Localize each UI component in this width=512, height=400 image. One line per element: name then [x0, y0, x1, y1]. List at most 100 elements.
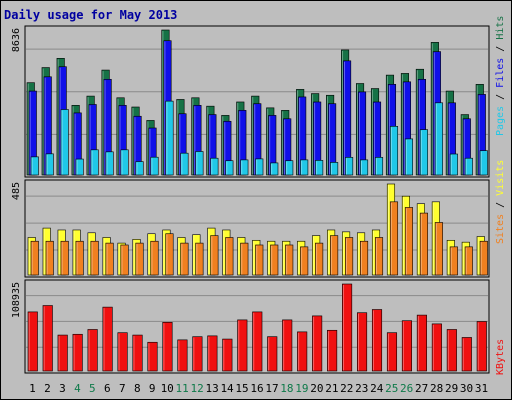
- bar-sites: [180, 242, 189, 276]
- y-max-label-kbytes: 108935: [11, 282, 22, 318]
- legend-entry-sites: Sites: [495, 214, 506, 244]
- bar-sites: [255, 244, 264, 276]
- bar-pages: [285, 160, 294, 176]
- bar-pages: [45, 153, 54, 176]
- x-tick-label: 7: [119, 382, 126, 395]
- bar-sites: [464, 246, 473, 276]
- bar-sites: [30, 240, 39, 276]
- y-max-label-visitors: 485: [11, 182, 22, 200]
- bar-sites: [60, 240, 69, 276]
- bar-pages: [75, 158, 84, 176]
- bar-pages: [345, 157, 354, 176]
- x-tick-label: 2: [44, 382, 51, 395]
- x-tick-label: 4: [74, 382, 81, 395]
- bar-pages: [105, 151, 114, 176]
- x-tick-label: 3: [59, 382, 66, 395]
- bar-kbytes: [267, 336, 278, 372]
- bar-kbytes: [431, 323, 442, 372]
- x-tick-label: 12: [191, 382, 204, 395]
- bar-kbytes: [177, 339, 188, 372]
- x-tick-label: 15: [235, 382, 248, 395]
- bar-kbytes: [237, 319, 248, 372]
- bar-kbytes: [192, 336, 203, 372]
- x-tick-label: 19: [295, 382, 308, 395]
- legend-separator: /: [495, 40, 506, 58]
- bar-sites: [165, 233, 174, 276]
- bar-pages: [135, 161, 144, 176]
- bar-pages: [90, 149, 99, 176]
- bar-pages: [120, 149, 129, 176]
- bar-sites: [195, 242, 204, 276]
- bar-kbytes: [147, 341, 158, 372]
- bar-pages: [150, 156, 159, 176]
- bar-kbytes: [222, 338, 233, 372]
- bar-sites: [210, 235, 219, 276]
- bar-sites: [45, 240, 54, 276]
- bar-kbytes: [207, 335, 218, 372]
- chart-title: Daily usage for May 2013: [4, 8, 178, 22]
- bar-sites: [389, 201, 399, 276]
- bar-kbytes: [57, 334, 68, 372]
- bar-pages: [389, 126, 399, 176]
- bar-pages: [30, 156, 39, 176]
- legend-traffic: Pages / Files / Hits: [495, 16, 506, 136]
- bar-sites: [359, 240, 369, 276]
- bar-kbytes: [476, 321, 487, 372]
- x-tick-label: 16: [250, 382, 263, 395]
- bar-kbytes: [72, 333, 83, 372]
- x-tick-label: 28: [430, 382, 443, 395]
- bar-pages: [270, 162, 279, 176]
- legend-entry-kbytes: KBytes: [495, 339, 506, 375]
- bar-pages: [464, 157, 473, 176]
- bar-kbytes: [132, 334, 143, 372]
- bar-kbytes: [117, 332, 128, 372]
- bar-pages: [165, 100, 174, 176]
- x-tick-label: 30: [460, 382, 473, 395]
- bar-kbytes: [356, 312, 368, 372]
- bar-pages: [374, 157, 384, 176]
- bar-pages: [210, 157, 219, 176]
- bar-sites: [330, 235, 339, 276]
- legend-separator: /: [495, 196, 506, 214]
- legend-entry-pages: Pages: [495, 106, 506, 136]
- bar-pages: [240, 159, 249, 176]
- bar-sites: [449, 246, 458, 276]
- bar-pages: [300, 159, 309, 176]
- x-tick-label: 8: [134, 382, 141, 395]
- legend-entry-visits: Visits: [495, 160, 506, 196]
- x-tick-label: 6: [104, 382, 111, 395]
- x-tick-label: 10: [161, 382, 174, 395]
- x-tick-label: 9: [149, 382, 156, 395]
- bar-sites: [479, 240, 488, 276]
- bar-sites: [90, 240, 99, 276]
- bar-pages: [359, 159, 369, 176]
- bar-kbytes: [371, 309, 383, 372]
- bar-kbytes: [327, 329, 338, 372]
- bar-kbytes: [42, 305, 53, 372]
- bar-kbytes: [297, 331, 308, 372]
- bar-pages: [60, 109, 69, 176]
- bar-kbytes: [446, 329, 457, 372]
- bar-sites: [120, 244, 129, 276]
- x-tick-label: 13: [205, 382, 218, 395]
- x-tick-label: 11: [176, 382, 189, 395]
- bar-sites: [404, 207, 413, 276]
- legend-kbytes: KBytes: [495, 339, 506, 375]
- legend-entry-hits: Hits: [495, 16, 506, 40]
- x-tick-label: 22: [340, 382, 353, 395]
- bar-sites: [419, 212, 428, 276]
- bar-kbytes: [401, 320, 412, 372]
- x-tick-label: 24: [370, 382, 384, 395]
- bar-kbytes: [87, 329, 98, 372]
- x-tick-label: 26: [400, 382, 413, 395]
- bar-pages: [225, 160, 234, 176]
- bar-sites: [105, 242, 114, 276]
- bar-sites: [300, 246, 309, 276]
- bar-kbytes: [386, 332, 398, 372]
- y-max-label-traffic: 8636: [11, 28, 22, 52]
- bar-sites: [285, 244, 294, 276]
- bar-kbytes: [27, 311, 38, 372]
- x-tick-label: 21: [325, 382, 338, 395]
- bar-kbytes: [282, 319, 293, 372]
